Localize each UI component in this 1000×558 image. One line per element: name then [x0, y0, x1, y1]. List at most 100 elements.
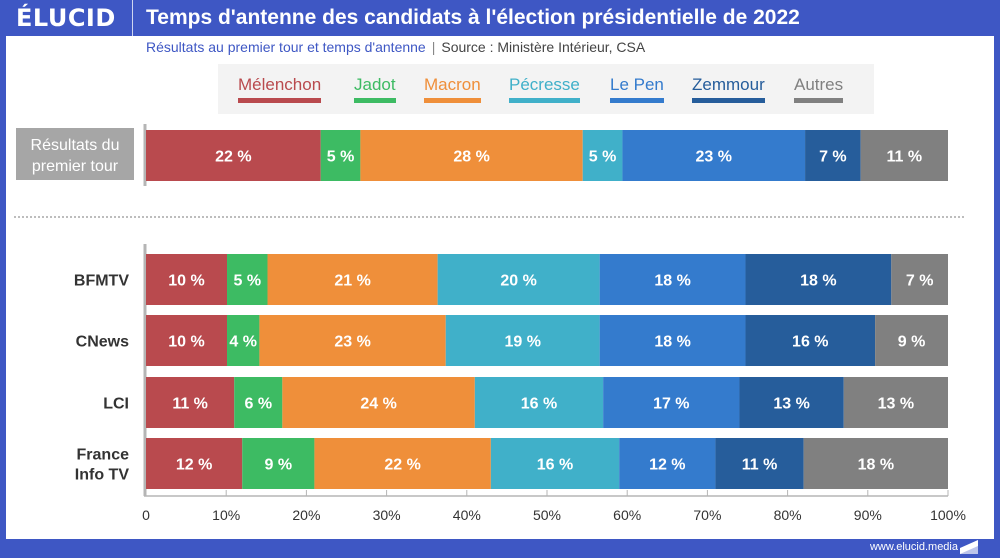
legend-label: Le Pen — [610, 75, 664, 94]
legend-item-melenchon[interactable]: Mélenchon — [238, 75, 322, 103]
legend-label: Jadot — [354, 75, 396, 94]
data-label-lci-macron: 24 % — [360, 396, 396, 413]
row-label-france-info-tv: Info TV — [75, 467, 130, 484]
data-label-results-jadot: 5 % — [327, 149, 355, 166]
bar-segment-bfmtv-melenchon — [146, 254, 228, 305]
bar-segment-cnews-jadot — [227, 315, 260, 366]
data-label-lci-melenchon: 11 % — [172, 396, 208, 413]
data-label-lci-jadot: 6 % — [244, 396, 272, 413]
data-label-results-pecresse: 5 % — [589, 149, 617, 166]
bar-segment-results-melenchon — [146, 130, 321, 181]
legend-swatch — [692, 98, 765, 103]
chart-subtitle: Résultats au premier tour et temps d'ant… — [146, 37, 645, 57]
legend-item-zemmour[interactable]: Zemmour — [692, 75, 765, 103]
bar-segment-lci-autres — [843, 377, 948, 428]
bar-segment-cnews-zemmour — [745, 315, 876, 366]
bar-segment-bfmtv-autres — [891, 254, 948, 305]
bar-segment-lci-jadot — [234, 377, 283, 428]
bar-segment-results-macron — [360, 130, 583, 181]
bar-segment-results-pecresse — [582, 130, 623, 181]
legend-swatch — [354, 98, 396, 103]
data-label-france-info-tv-melenchon: 12 % — [176, 457, 212, 474]
subtitle-separator: | — [431, 39, 436, 55]
data-label-france-info-tv-jadot: 9 % — [265, 457, 293, 474]
footer-url[interactable]: www.elucid.media — [869, 541, 958, 553]
data-label-results-zemmour: 7 % — [819, 149, 847, 166]
data-label-lci-autres: 13 % — [878, 396, 914, 413]
row-label-cnews: CNews — [76, 334, 129, 351]
bar-segment-france-info-tv-le-pen — [619, 438, 716, 489]
x-tick-label-60: 60% — [613, 507, 641, 523]
bar-segment-lci-zemmour — [739, 377, 844, 428]
header-bar: ÉLUCID Temps d'antenne des candidats à l… — [0, 0, 1000, 36]
bar-segment-results-jadot — [320, 130, 361, 181]
bar-segment-lci-le-pen — [603, 377, 740, 428]
source-text: Source : Ministère Intérieur, CSA — [441, 39, 646, 55]
legend-swatch — [238, 98, 322, 103]
data-label-france-info-tv-le-pen: 12 % — [649, 457, 685, 474]
header-divider — [132, 0, 133, 36]
bar-segment-france-info-tv-macron — [314, 438, 491, 489]
bar-segment-france-info-tv-autres — [803, 438, 948, 489]
bar-segment-lci-macron — [282, 377, 475, 428]
data-label-results-autres: 11 % — [887, 149, 923, 166]
data-label-cnews-autres: 9 % — [898, 334, 926, 351]
legend-swatch — [610, 98, 664, 103]
bar-segment-france-info-tv-melenchon — [146, 438, 243, 489]
data-label-results-macron: 28 % — [453, 149, 489, 166]
legend-swatch — [509, 98, 580, 103]
row-label-france-info-tv: France — [77, 447, 130, 464]
chart-title: Temps d'antenne des candidats à l'électi… — [146, 6, 800, 29]
data-label-bfmtv-zemmour: 18 % — [800, 273, 836, 290]
bar-segment-bfmtv-pecresse — [437, 254, 600, 305]
bar-segment-france-info-tv-zemmour — [715, 438, 804, 489]
legend-swatch — [794, 98, 844, 103]
legend-item-autres[interactable]: Autres — [794, 75, 844, 103]
row-label-results-line: Résultats du — [31, 137, 120, 154]
bar-segment-results-autres — [860, 130, 948, 181]
data-label-bfmtv-autres: 7 % — [906, 273, 934, 290]
bar-segment-cnews-macron — [259, 315, 446, 366]
x-tick-label-20: 20% — [292, 507, 320, 523]
bar-segment-bfmtv-jadot — [227, 254, 268, 305]
data-label-lci-pecresse: 16 % — [521, 396, 557, 413]
x-tick-label-40: 40% — [453, 507, 481, 523]
data-label-france-info-tv-zemmour: 11 % — [742, 457, 778, 474]
legend: Mélenchon Jadot Macron Pécresse Le Pen Zemmou… — [218, 64, 874, 114]
x-tick-label-30: 30% — [373, 507, 401, 523]
row-label-results-line: premier tour — [32, 158, 119, 175]
data-label-bfmtv-melenchon: 10 % — [168, 273, 204, 290]
data-label-cnews-melenchon: 10 % — [168, 334, 204, 351]
data-label-cnews-jadot: 4 % — [229, 334, 257, 351]
subtitle-text: Résultats au premier tour et temps d'ant… — [146, 39, 426, 55]
results-label-box — [16, 128, 134, 180]
elucid-logo: ÉLUCID — [16, 4, 116, 32]
bar-segment-cnews-autres — [875, 315, 948, 366]
legend-item-jadot[interactable]: Jadot — [354, 75, 396, 103]
data-label-france-info-tv-autres: 18 % — [858, 457, 894, 474]
x-tick-label-50: 50% — [533, 507, 561, 523]
x-tick-label-100: 100% — [930, 507, 966, 523]
legend-label: Zemmour — [692, 75, 765, 94]
legend-item-pecresse[interactable]: Pécresse — [509, 75, 580, 103]
x-tick-label-0: 0 — [142, 507, 150, 523]
legend-label: Pécresse — [509, 75, 580, 94]
elucid-mark-icon — [960, 540, 978, 554]
data-label-bfmtv-le-pen: 18 % — [654, 273, 690, 290]
data-label-cnews-macron: 23 % — [334, 334, 370, 351]
data-label-lci-zemmour: 13 % — [773, 396, 809, 413]
data-label-bfmtv-macron: 21 % — [334, 273, 370, 290]
data-label-lci-le-pen: 17 % — [653, 396, 689, 413]
legend-item-macron[interactable]: Macron — [424, 75, 481, 103]
x-tick-label-10: 10% — [212, 507, 240, 523]
data-label-bfmtv-jadot: 5 % — [233, 273, 261, 290]
legend-label: Autres — [794, 75, 844, 94]
bar-segment-results-zemmour — [805, 130, 861, 181]
bar-segment-france-info-tv-pecresse — [490, 438, 620, 489]
bar-segment-bfmtv-zemmour — [745, 254, 892, 305]
bar-segment-results-le-pen — [622, 130, 806, 181]
bar-segment-cnews-pecresse — [445, 315, 600, 366]
data-label-france-info-tv-pecresse: 16 % — [537, 457, 573, 474]
bar-segment-lci-melenchon — [146, 377, 235, 428]
legend-item-le-pen[interactable]: Le Pen — [610, 75, 664, 103]
